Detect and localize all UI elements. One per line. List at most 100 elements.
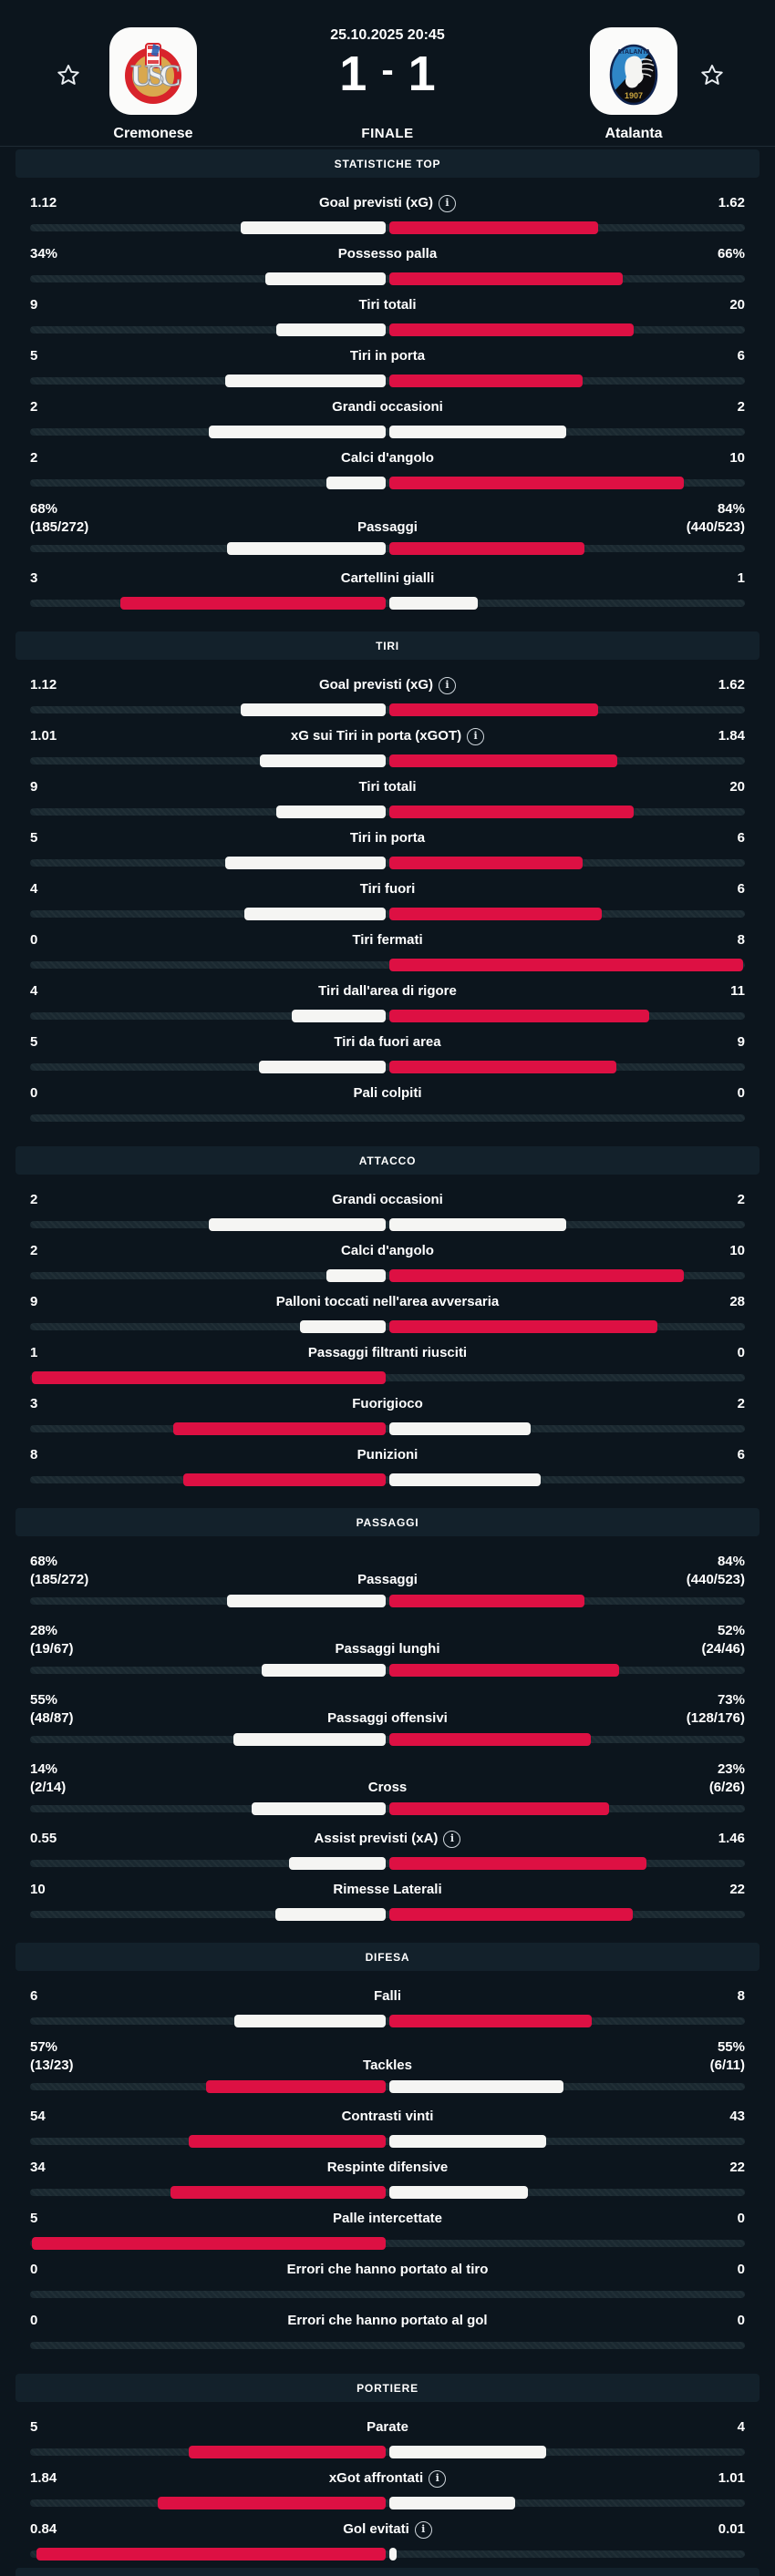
stat-row-line[interactable]: 0.55 Assist previsti (xA) i 1.46 bbox=[0, 1826, 775, 1852]
stat-value-home-primary[interactable]: 9 bbox=[30, 297, 38, 313]
stat-value-home[interactable]: 5 bbox=[30, 2415, 158, 2440]
stat-value-away-primary[interactable]: 10 bbox=[729, 1243, 745, 1258]
stat-label[interactable]: Tiri in porta bbox=[349, 348, 426, 364]
stat-label-wrap[interactable]: Errori che hanno portato al tiro bbox=[158, 2257, 617, 2283]
stat-bar[interactable] bbox=[30, 2237, 745, 2250]
favorite-star-away-icon[interactable] bbox=[698, 62, 726, 89]
stat-row-line[interactable]: 68% (185/272) Passaggi 84% (440/523) bbox=[0, 1553, 775, 1589]
stat-value-home[interactable]: 2 bbox=[30, 446, 158, 471]
stat-row[interactable]: 5 Tiri in porta 6 bbox=[0, 344, 775, 395]
stat-bar-track[interactable] bbox=[30, 1425, 745, 1432]
stat-bar[interactable] bbox=[30, 2339, 745, 2352]
stat-row-line[interactable]: 5 Tiri da fuori area 9 bbox=[0, 1030, 775, 1055]
stat-value-home-primary[interactable]: 5 bbox=[30, 830, 38, 846]
stat-value-home[interactable]: 5 bbox=[30, 2206, 158, 2232]
stat-value-away[interactable]: 22 bbox=[617, 2155, 745, 2181]
stat-bar-away[interactable] bbox=[389, 1269, 684, 1282]
stat-bar[interactable] bbox=[30, 1664, 745, 1677]
section-rows[interactable]: 1.12 Goal previsti (xG) i 1.62 1.01 xG sui Ti… bbox=[0, 660, 775, 1132]
stat-label[interactable]: Passaggi lunghi bbox=[335, 1641, 440, 1657]
stat-row-line[interactable]: 3 Fuorigioco 2 bbox=[0, 1391, 775, 1417]
stat-bar[interactable] bbox=[30, 2186, 745, 2199]
stat-row-line[interactable]: 0 Tiri fermati 8 bbox=[0, 928, 775, 953]
stat-bar-away[interactable] bbox=[389, 959, 743, 971]
stat-bar[interactable] bbox=[30, 2446, 745, 2458]
section-header-band[interactable]: STATISTICHE TOP bbox=[16, 149, 760, 178]
stat-row[interactable]: 2 Calci d'angolo 10 bbox=[0, 446, 775, 497]
stat-value-home-primary[interactable]: 2 bbox=[30, 450, 38, 466]
stat-label-wrap[interactable]: Palle intercettate bbox=[158, 2206, 617, 2232]
stat-value-away[interactable]: 20 bbox=[617, 775, 745, 800]
stat-value-away-primary[interactable]: 1.01 bbox=[718, 2470, 745, 2486]
stat-row-line[interactable]: 54 Contrasti vinti 43 bbox=[0, 2104, 775, 2130]
stat-value-home[interactable]: 34% bbox=[30, 241, 158, 267]
info-icon[interactable]: i bbox=[443, 1830, 461, 1848]
stat-bar-track[interactable] bbox=[30, 1736, 745, 1743]
stat-label-wrap[interactable]: Tiri fuori bbox=[158, 877, 617, 902]
stat-value-home[interactable]: 68% (185/272) bbox=[30, 1553, 158, 1589]
stat-value-home[interactable]: 0.84 bbox=[30, 2517, 158, 2542]
stat-value-away-primary[interactable]: 0 bbox=[737, 2262, 745, 2277]
stat-value-home[interactable]: 0 bbox=[30, 928, 158, 953]
stat-value-away-secondary[interactable]: (6/26) bbox=[708, 1780, 745, 1795]
stat-label[interactable]: Tackles bbox=[363, 2058, 412, 2073]
stat-row[interactable]: 0.55 Assist previsti (xA) i 1.46 bbox=[0, 1826, 775, 1877]
stat-value-home-primary[interactable]: 57% bbox=[30, 2039, 58, 2055]
stat-value-home[interactable]: 5 bbox=[30, 1030, 158, 1055]
stat-value-away-primary[interactable]: 6 bbox=[737, 881, 745, 897]
stat-value-home-primary[interactable]: 1.12 bbox=[30, 195, 57, 210]
stat-label-wrap[interactable]: Goal previsti (xG) i bbox=[158, 672, 617, 698]
stat-bar-track[interactable] bbox=[30, 377, 745, 385]
stat-row[interactable]: 9 Tiri totali 20 bbox=[0, 292, 775, 344]
stat-label-wrap[interactable]: Respinte difensive bbox=[158, 2155, 617, 2181]
stat-value-away[interactable]: 1.84 bbox=[617, 724, 745, 749]
stat-label[interactable]: Contrasti vinti bbox=[341, 2109, 434, 2124]
stat-value-away-primary[interactable]: 0 bbox=[737, 2211, 745, 2226]
stat-bar-home[interactable] bbox=[300, 1320, 386, 1333]
stat-row[interactable]: 1 Passaggi filtranti riusciti 0 bbox=[0, 1340, 775, 1391]
stat-bar[interactable] bbox=[30, 1595, 745, 1607]
stat-value-away[interactable]: 2 bbox=[617, 1391, 745, 1417]
stat-value-home[interactable]: 5 bbox=[30, 344, 158, 369]
stat-bar[interactable] bbox=[30, 959, 745, 971]
stat-label[interactable]: Assist previsti (xA) bbox=[314, 1831, 439, 1846]
stat-value-home-primary[interactable]: 1.84 bbox=[30, 2470, 57, 2486]
stat-label-wrap[interactable]: Goal previsti (xG) i bbox=[158, 190, 617, 216]
stat-label-wrap[interactable]: Punizioni bbox=[158, 1442, 617, 1468]
stat-value-home[interactable]: 68% (185/272) bbox=[30, 500, 158, 537]
stat-row-line[interactable]: 9 Tiri totali 20 bbox=[0, 292, 775, 318]
stat-bar-track[interactable] bbox=[30, 1114, 745, 1122]
stat-value-away[interactable]: 10 bbox=[617, 446, 745, 471]
stat-bar-home[interactable] bbox=[36, 2548, 386, 2561]
stat-label-wrap[interactable]: Tiri in porta bbox=[158, 826, 617, 851]
stat-bar-away[interactable] bbox=[389, 426, 566, 438]
stat-value-away[interactable]: 1.01 bbox=[617, 2466, 745, 2491]
stat-value-away[interactable]: 10 bbox=[617, 1238, 745, 1264]
section-header-band[interactable]: PORTIERE bbox=[16, 2374, 760, 2402]
stats-section[interactable]: STATISTICHE TOP 1.12 Goal previsti (xG) i 1.… bbox=[0, 149, 775, 617]
stat-bar-away[interactable] bbox=[389, 2548, 397, 2561]
stat-value-away-secondary[interactable]: (6/11) bbox=[709, 2058, 745, 2073]
stat-value-home[interactable]: 1.12 bbox=[30, 190, 158, 216]
stat-value-home-primary[interactable]: 2 bbox=[30, 1192, 38, 1207]
stat-bar-away[interactable] bbox=[389, 477, 684, 489]
stat-bar-away[interactable] bbox=[389, 2497, 515, 2509]
stat-label-wrap[interactable]: Fuorigioco bbox=[158, 1391, 617, 1417]
stat-bar-away[interactable] bbox=[389, 908, 602, 920]
stat-value-away[interactable]: 9 bbox=[617, 1030, 745, 1055]
stat-bar[interactable] bbox=[30, 1112, 745, 1124]
stat-bar[interactable] bbox=[30, 1371, 745, 1384]
stat-bar-home[interactable] bbox=[292, 1010, 386, 1022]
stat-bar[interactable] bbox=[30, 754, 745, 767]
stat-row-line[interactable]: 4 Tiri fuori 6 bbox=[0, 877, 775, 902]
stat-row[interactable]: 14% (2/14) Cross 23% (6/26) bbox=[0, 1757, 775, 1826]
stat-bar[interactable] bbox=[30, 597, 745, 610]
stat-bar[interactable] bbox=[30, 2497, 745, 2509]
stat-value-home[interactable]: 1 bbox=[30, 1340, 158, 1366]
stats-section[interactable]: ATTACCO 2 Grandi occasioni 2 2 Calci d'angolo… bbox=[0, 1146, 775, 1493]
stat-value-home-primary[interactable]: 5 bbox=[30, 1034, 38, 1050]
stat-value-home-primary[interactable]: 9 bbox=[30, 779, 38, 795]
stat-value-home-primary[interactable]: 5 bbox=[30, 348, 38, 364]
stat-value-away[interactable]: 11 bbox=[617, 979, 745, 1004]
stat-value-away[interactable]: 6 bbox=[617, 1442, 745, 1468]
